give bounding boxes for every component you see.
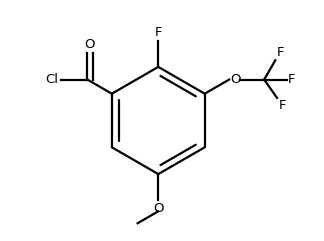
Text: F: F bbox=[288, 73, 295, 86]
Text: F: F bbox=[277, 47, 284, 60]
Text: F: F bbox=[155, 26, 162, 39]
Text: Cl: Cl bbox=[45, 73, 58, 86]
Text: F: F bbox=[279, 99, 286, 112]
Text: O: O bbox=[230, 73, 240, 86]
Text: O: O bbox=[85, 38, 95, 51]
Text: O: O bbox=[153, 202, 164, 215]
